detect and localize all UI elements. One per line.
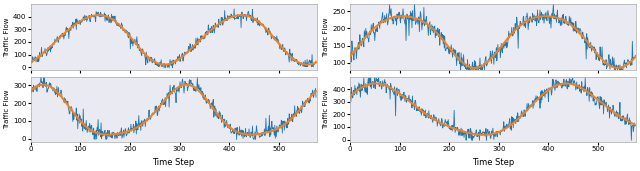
Y-axis label: Traffic Flow: Traffic Flow	[323, 90, 330, 129]
X-axis label: Time Step: Time Step	[152, 158, 195, 167]
Y-axis label: Traffic Flow: Traffic Flow	[323, 17, 330, 57]
X-axis label: Time Step: Time Step	[472, 158, 514, 167]
Y-axis label: Traffic Flow: Traffic Flow	[4, 90, 10, 129]
Y-axis label: Traffic Flow: Traffic Flow	[4, 17, 10, 57]
